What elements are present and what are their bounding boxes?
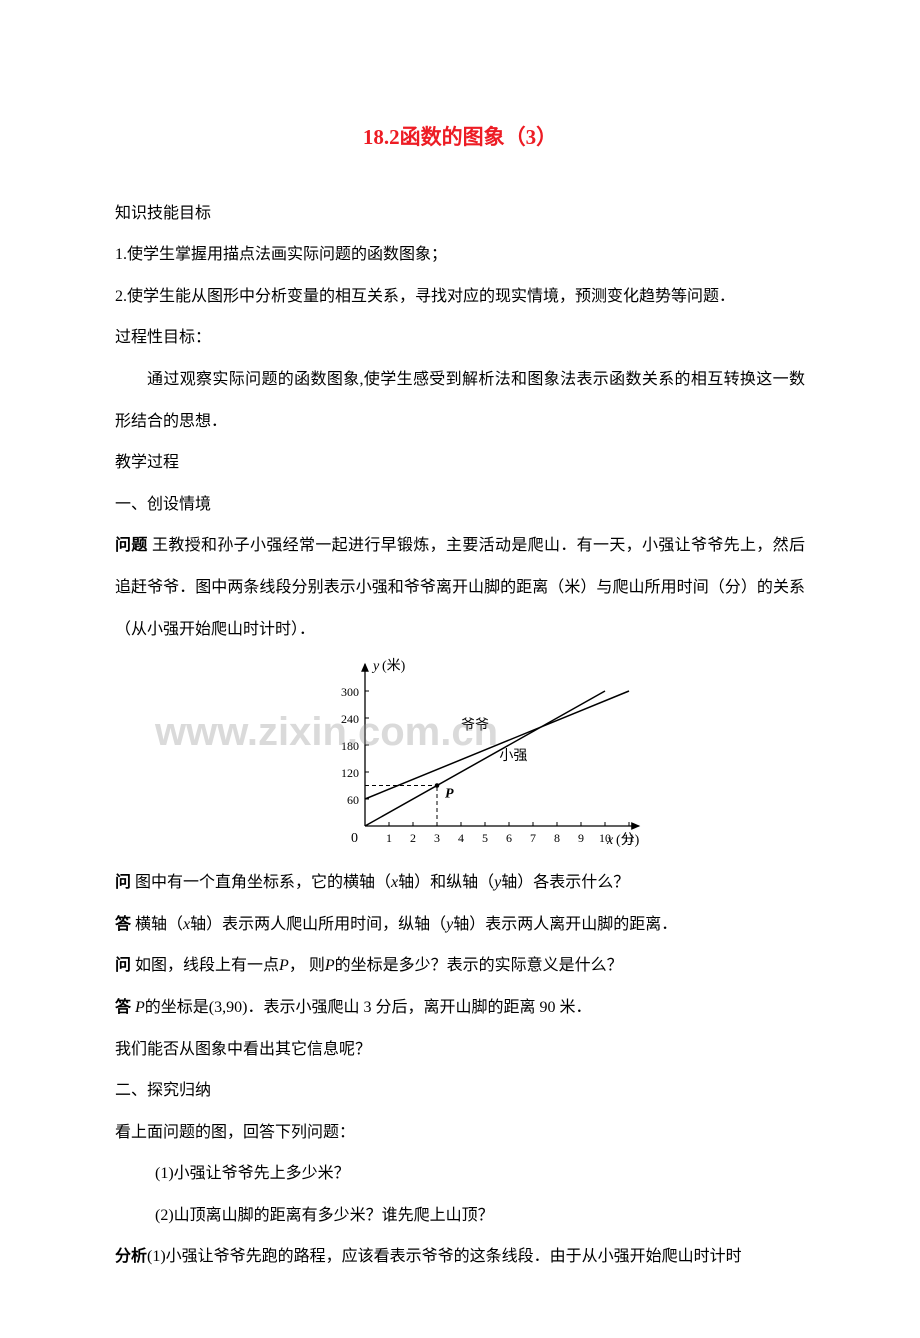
- svg-text:8: 8: [554, 831, 560, 845]
- section-2-label: 二、探究归纳: [115, 1070, 805, 1112]
- answer-2: 答 P的坐标是(3,90)．表示小强爬山 3 分后，离开山脚的距离 90 米．: [115, 987, 805, 1029]
- svg-text:(米): (米): [382, 658, 406, 674]
- svg-text:0: 0: [351, 831, 358, 846]
- chart-container: www.zixin.com.cn y(米)x(分)012345678910116…: [115, 656, 805, 856]
- problem-label: 问题: [115, 537, 148, 554]
- a1-body-b: 轴）表示两人爬山所用时间，纵轴（: [190, 916, 446, 933]
- q1-label: 问: [115, 874, 131, 891]
- a1-body-c: 轴）表示两人离开山脚的距离．: [453, 916, 677, 933]
- svg-text:10: 10: [599, 831, 611, 845]
- section-1-label: 一、创设情境: [115, 484, 805, 526]
- svg-text:180: 180: [341, 739, 359, 753]
- svg-text:爷爷: 爷爷: [461, 717, 489, 733]
- var-p-3: P: [135, 999, 145, 1016]
- svg-text:P: P: [445, 787, 454, 802]
- svg-text:4: 4: [458, 831, 464, 845]
- teaching-label: 教学过程: [115, 442, 805, 484]
- svg-text:240: 240: [341, 712, 359, 726]
- skill-goal-1: 1.使学生掌握用描点法画实际问题的函数图象；: [115, 234, 805, 276]
- svg-text:5: 5: [482, 831, 488, 845]
- svg-text:11: 11: [623, 831, 635, 845]
- process-goals-label: 过程性目标：: [115, 317, 805, 359]
- q2-body-c: 的坐标是多少？表示的实际意义是什么？: [335, 957, 623, 974]
- svg-text:3: 3: [434, 831, 440, 845]
- analysis-paragraph: 分析(1)小强让爷爷先跑的路程，应该看表示爷爷的这条线段．由于从小强开始爬山时计…: [115, 1236, 805, 1278]
- question-2: 问 如图，线段上有一点P， 则P的坐标是多少？表示的实际意义是什么？: [115, 945, 805, 987]
- see-figure: 看上面问题的图，回答下列问题：: [115, 1112, 805, 1154]
- svg-text:2: 2: [410, 831, 416, 845]
- svg-text:7: 7: [530, 831, 536, 845]
- var-p-2: P: [325, 957, 335, 974]
- q2-body-b: ， 则: [289, 957, 325, 974]
- q2-label: 问: [115, 957, 131, 974]
- sub-question-2: (2)山顶离山脚的距离有多少米？谁先爬上山顶？: [115, 1195, 805, 1237]
- svg-text:60: 60: [347, 793, 359, 807]
- q1-body-c: 轴）各表示什么？: [501, 874, 629, 891]
- analysis-body: (1)小强让爷爷先跑的路程，应该看表示爷爷的这条线段．由于从小强开始爬山时计时: [147, 1248, 742, 1265]
- distance-time-chart: y(米)x(分)0123456789101160120180240300爷爷小强…: [275, 656, 645, 856]
- svg-text:小强: 小强: [499, 748, 527, 764]
- q1-body-a: 图中有一个直角坐标系，它的横轴（: [131, 874, 391, 891]
- svg-text:6: 6: [506, 831, 512, 845]
- question-1: 问 图中有一个直角坐标系，它的横轴（x轴）和纵轴（y轴）各表示什么？: [115, 862, 805, 904]
- q2-body-a: 如图，线段上有一点: [131, 957, 279, 974]
- page-title: 18.2函数的图象（3）: [115, 110, 805, 165]
- svg-text:y: y: [371, 659, 380, 674]
- q1-body-b: 轴）和纵轴（: [398, 874, 494, 891]
- a2-body-b: 的坐标是(3,90)．表示小强爬山 3 分后，离开山脚的距离 90 米．: [145, 999, 592, 1016]
- a2-label: 答: [115, 999, 131, 1016]
- svg-text:300: 300: [341, 685, 359, 699]
- a1-body-a: 横轴（: [131, 916, 183, 933]
- process-goals-body: 通过观察实际问题的函数图象,使学生感受到解析法和图象法表示函数关系的相互转换这一…: [115, 359, 805, 442]
- var-p-1: P: [279, 957, 289, 974]
- skill-goals-label: 知识技能目标: [115, 193, 805, 235]
- svg-text:9: 9: [578, 831, 584, 845]
- problem-body: 王教授和孙子小强经常一起进行早锻炼，主要活动是爬山．有一天，小强让爷爷先上，然后…: [115, 537, 805, 637]
- problem-paragraph: 问题 王教授和孙子小强经常一起进行早锻炼，主要活动是爬山．有一天，小强让爷爷先上…: [115, 525, 805, 650]
- a1-label: 答: [115, 916, 131, 933]
- analysis-label: 分析: [115, 1248, 147, 1265]
- answer-1: 答 横轴（x轴）表示两人爬山所用时间，纵轴（y轴）表示两人离开山脚的距离．: [115, 904, 805, 946]
- sub-question-1: (1)小强让爷爷先上多少米？: [115, 1153, 805, 1195]
- svg-text:1: 1: [386, 831, 392, 845]
- svg-text:120: 120: [341, 766, 359, 780]
- other-info: 我们能否从图象中看出其它信息呢？: [115, 1029, 805, 1071]
- skill-goal-2: 2.使学生能从图形中分析变量的相互关系，寻找对应的现实情境，预测变化趋势等问题．: [115, 276, 805, 318]
